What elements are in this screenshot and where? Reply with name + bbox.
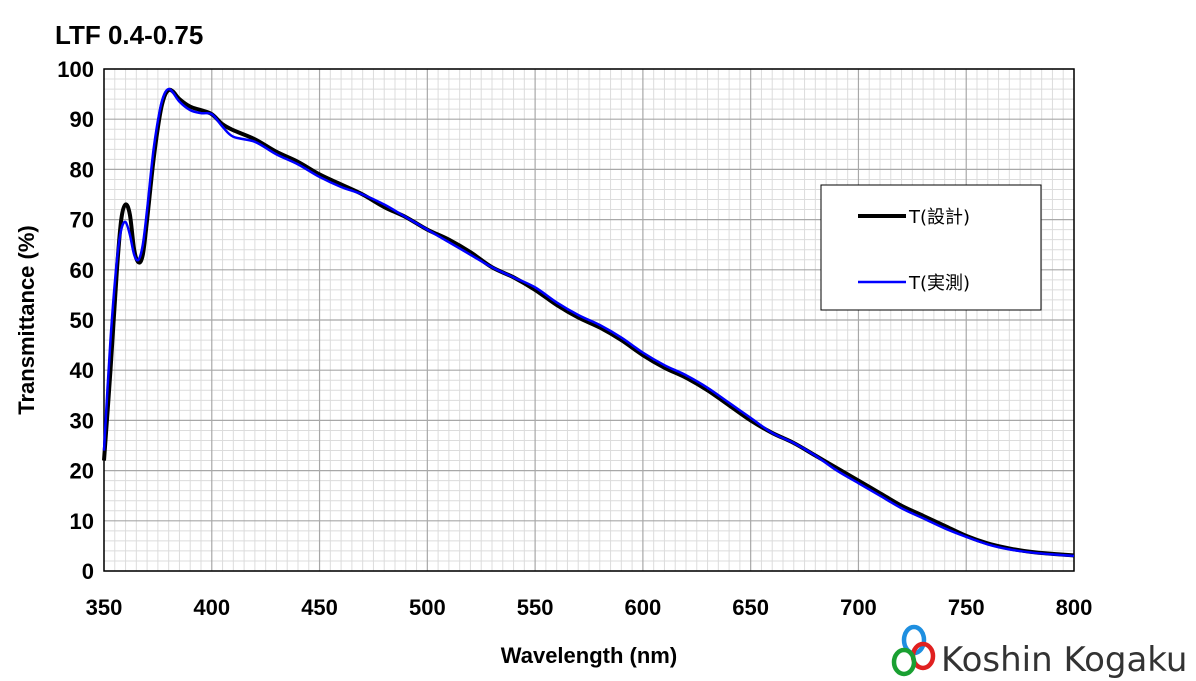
brand-logo: Koshin Kogaku xyxy=(891,624,1187,680)
x-tick-label: 350 xyxy=(86,595,123,620)
y-tick-label: 20 xyxy=(70,459,94,484)
x-tick-label: 700 xyxy=(840,595,877,620)
legend: T(設計) T(実測) xyxy=(820,184,1042,311)
series-lines xyxy=(102,87,1075,558)
y-tick-label: 0 xyxy=(82,559,94,584)
y-tick-label: 100 xyxy=(57,57,94,82)
y-tick-label: 80 xyxy=(70,157,94,182)
x-tick-label: 400 xyxy=(193,595,230,620)
x-tick-labels: 350 400 450 500 550 600 650 700 750 800 xyxy=(86,595,1093,620)
y-tick-label: 50 xyxy=(70,308,94,333)
legend-box xyxy=(820,184,1042,311)
x-tick-label: 750 xyxy=(948,595,985,620)
x-tick-label: 550 xyxy=(517,595,554,620)
x-tick-label: 500 xyxy=(409,595,446,620)
chart-title: LTF 0.4-0.75 xyxy=(55,20,203,50)
legend-label-measured: T(実測) xyxy=(908,273,970,294)
y-tick-label: 10 xyxy=(70,509,94,534)
series-line-measured xyxy=(102,87,1075,558)
y-tick-label: 70 xyxy=(70,208,94,233)
x-tick-label: 800 xyxy=(1056,595,1093,620)
y-tick-label: 60 xyxy=(70,258,94,283)
legend-label-design: T(設計) xyxy=(908,207,970,228)
x-tick-label: 600 xyxy=(625,595,662,620)
y-tick-labels: 0 10 20 30 40 50 60 70 80 90 100 xyxy=(57,57,94,584)
x-tick-label: 650 xyxy=(732,595,769,620)
x-axis-label: Wavelength (nm) xyxy=(501,643,677,668)
y-tick-label: 90 xyxy=(70,107,94,132)
rings-icon xyxy=(891,624,936,677)
brand-name: Koshin Kogaku xyxy=(941,640,1187,680)
plot-frame xyxy=(103,68,1075,572)
y-tick-label: 40 xyxy=(70,358,94,383)
y-tick-label: 30 xyxy=(70,408,94,433)
y-axis-label: Transmittance (%) xyxy=(14,225,39,415)
x-tick-label: 450 xyxy=(301,595,338,620)
